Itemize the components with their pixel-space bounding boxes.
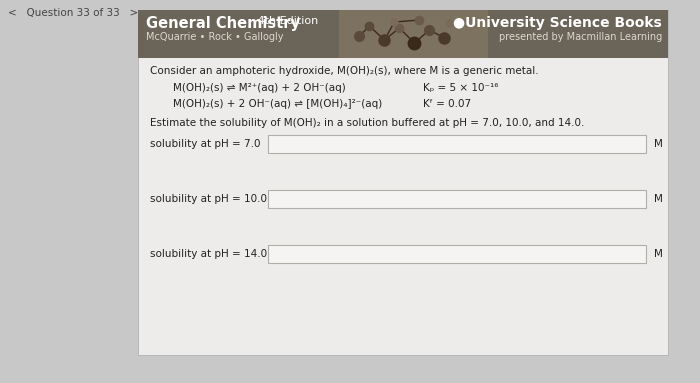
Text: solubility at pH = 10.0: solubility at pH = 10.0: [150, 194, 267, 204]
Text: 4th Edition: 4th Edition: [254, 16, 318, 26]
Bar: [268, 190, 646, 208]
Text: <   Question 33 of 33   >: < Question 33 of 33 >: [8, 8, 139, 18]
Text: M: M: [654, 194, 663, 204]
Bar: [138, 10, 668, 355]
Text: M: M: [654, 249, 663, 259]
Text: Estimate the solubility of M(OH)₂ in a solution buffered at pH = 7.0, 10.0, and : Estimate the solubility of M(OH)₂ in a s…: [150, 118, 584, 128]
Text: General Chemistry: General Chemistry: [146, 16, 300, 31]
Text: McQuarrie • Rock • Gallogly: McQuarrie • Rock • Gallogly: [146, 32, 284, 42]
Bar: [340, 10, 488, 58]
Text: M: M: [654, 139, 663, 149]
Bar: [138, 10, 668, 58]
Text: ●University Science Books: ●University Science Books: [454, 16, 662, 30]
Text: solubility at pH = 7.0: solubility at pH = 7.0: [150, 139, 260, 149]
Bar: [268, 135, 646, 153]
Text: Kᶠ = 0.07: Kᶠ = 0.07: [423, 99, 471, 109]
Text: Kₚ = 5 × 10⁻¹⁶: Kₚ = 5 × 10⁻¹⁶: [423, 83, 498, 93]
Text: M(OH)₂(s) + 2 OH⁻(aq) ⇌ [M(OH)₄]²⁻(aq): M(OH)₂(s) + 2 OH⁻(aq) ⇌ [M(OH)₄]²⁻(aq): [173, 99, 382, 109]
Bar: [268, 245, 646, 263]
Text: M(OH)₂(s) ⇌ M²⁺(aq) + 2 OH⁻(aq): M(OH)₂(s) ⇌ M²⁺(aq) + 2 OH⁻(aq): [173, 83, 346, 93]
Text: solubility at pH = 14.0: solubility at pH = 14.0: [150, 249, 267, 259]
Text: presented by Macmillan Learning: presented by Macmillan Learning: [498, 32, 662, 42]
Text: Consider an amphoteric hydroxide, M(OH)₂(s), where M is a generic metal.: Consider an amphoteric hydroxide, M(OH)₂…: [150, 66, 538, 76]
